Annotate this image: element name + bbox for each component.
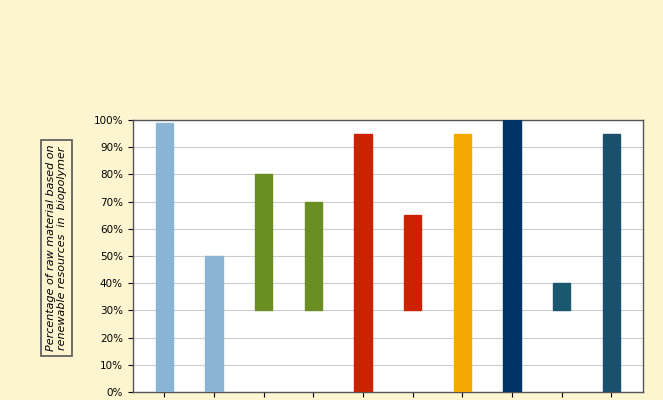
- Bar: [404, 215, 422, 310]
- Bar: [255, 174, 272, 310]
- Bar: [206, 256, 223, 392]
- Bar: [354, 134, 372, 392]
- Bar: [603, 134, 620, 392]
- Bar: [156, 123, 173, 392]
- Bar: [503, 120, 520, 392]
- Bar: [305, 202, 322, 310]
- Bar: [553, 283, 570, 310]
- Text: Percentage of raw material based on
renewable resources  in  biopolymer: Percentage of raw material based on rene…: [46, 145, 67, 351]
- Bar: [453, 134, 471, 392]
